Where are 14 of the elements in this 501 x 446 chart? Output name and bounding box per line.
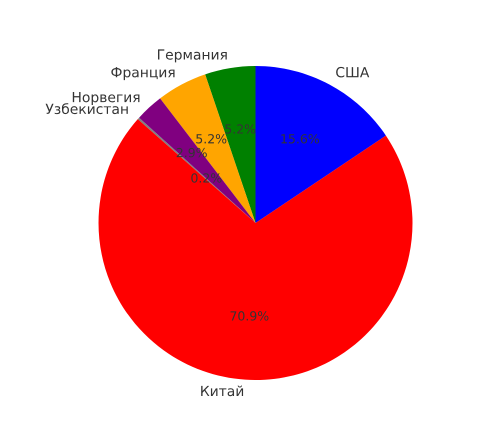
data-label: 0.2% xyxy=(191,173,222,183)
slice-label: Франция xyxy=(111,67,175,80)
data-label: 5.2% xyxy=(225,124,256,134)
slice-label: США xyxy=(336,66,370,78)
slice-label: Узбекистан xyxy=(46,103,128,114)
pie-slice xyxy=(98,119,412,380)
data-label: 70.9% xyxy=(230,311,268,321)
data-label: 15.6% xyxy=(281,134,320,144)
slice-label: Норвегия xyxy=(72,92,140,106)
data-label: 5.2% xyxy=(196,134,226,144)
pie-slice xyxy=(256,66,386,223)
slice-label: Китай xyxy=(201,386,244,396)
slice-label: Германия xyxy=(158,49,227,62)
pie-slice xyxy=(139,98,256,223)
